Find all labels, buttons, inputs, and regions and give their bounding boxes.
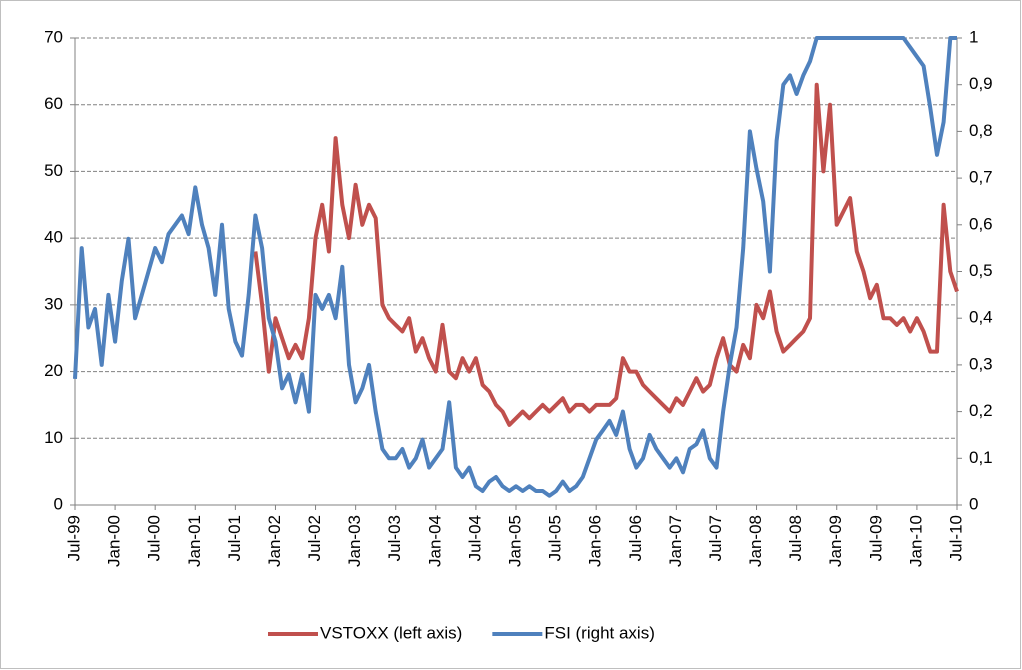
y-tick-label: 20 xyxy=(44,361,63,380)
y-tick-label: 0 xyxy=(54,494,63,513)
y2-tick-label: 0,5 xyxy=(969,261,993,280)
x-tick-label: Jan-07 xyxy=(666,515,685,567)
y2-tick-label: 0,6 xyxy=(969,214,993,233)
x-tick-label: Jul-00 xyxy=(145,515,164,561)
series-line xyxy=(253,82,959,427)
x-tick-label: Jul-03 xyxy=(385,515,404,561)
y-tick-label: 40 xyxy=(44,228,63,247)
y-tick-label: 50 xyxy=(44,161,63,180)
x-tick-label: Jul-05 xyxy=(546,515,565,561)
x-tick-label: Jul-09 xyxy=(866,515,885,561)
x-tick-label: Jul-08 xyxy=(786,515,805,561)
legend-label: FSI (right axis) xyxy=(544,623,655,642)
y-tick-label: 60 xyxy=(44,94,63,113)
x-tick-label: Jul-99 xyxy=(64,515,83,561)
y2-tick-label: 0 xyxy=(969,494,978,513)
x-tick-label: Jan-03 xyxy=(345,515,364,567)
x-tick-label: Jan-09 xyxy=(826,515,845,567)
y2-tick-label: 0,1 xyxy=(969,448,993,467)
y-tick-label: 70 xyxy=(44,27,63,46)
x-tick-label: Jan-06 xyxy=(586,515,605,567)
y2-tick-label: 0,8 xyxy=(969,121,993,140)
x-tick-label: Jan-08 xyxy=(746,515,765,567)
x-tick-label: Jul-10 xyxy=(946,515,965,561)
y2-tick-label: 0,4 xyxy=(969,308,993,327)
legend-label: VSTOXX (left axis) xyxy=(320,623,462,642)
y-tick-label: 30 xyxy=(44,294,63,313)
x-tick-label: Jul-02 xyxy=(305,515,324,561)
x-tick-label: Jul-01 xyxy=(225,515,244,561)
x-tick-label: Jan-05 xyxy=(505,515,524,567)
y2-tick-label: 0,9 xyxy=(969,74,993,93)
x-tick-label: Jan-04 xyxy=(425,515,444,567)
y2-tick-label: 0,7 xyxy=(969,168,993,187)
y-tick-label: 10 xyxy=(44,428,63,447)
series-line xyxy=(73,36,957,498)
x-tick-label: Jul-06 xyxy=(626,515,645,561)
y2-tick-label: 0,3 xyxy=(969,354,993,373)
y2-tick-label: 0,2 xyxy=(969,401,993,420)
x-tick-label: Jan-02 xyxy=(265,515,284,567)
x-tick-label: Jan-00 xyxy=(105,515,124,567)
x-tick-label: Jul-07 xyxy=(706,515,725,561)
y2-tick-label: 1 xyxy=(969,27,978,46)
x-tick-label: Jul-04 xyxy=(465,515,484,561)
x-tick-label: Jan-01 xyxy=(185,515,204,567)
x-tick-label: Jan-10 xyxy=(906,515,925,567)
